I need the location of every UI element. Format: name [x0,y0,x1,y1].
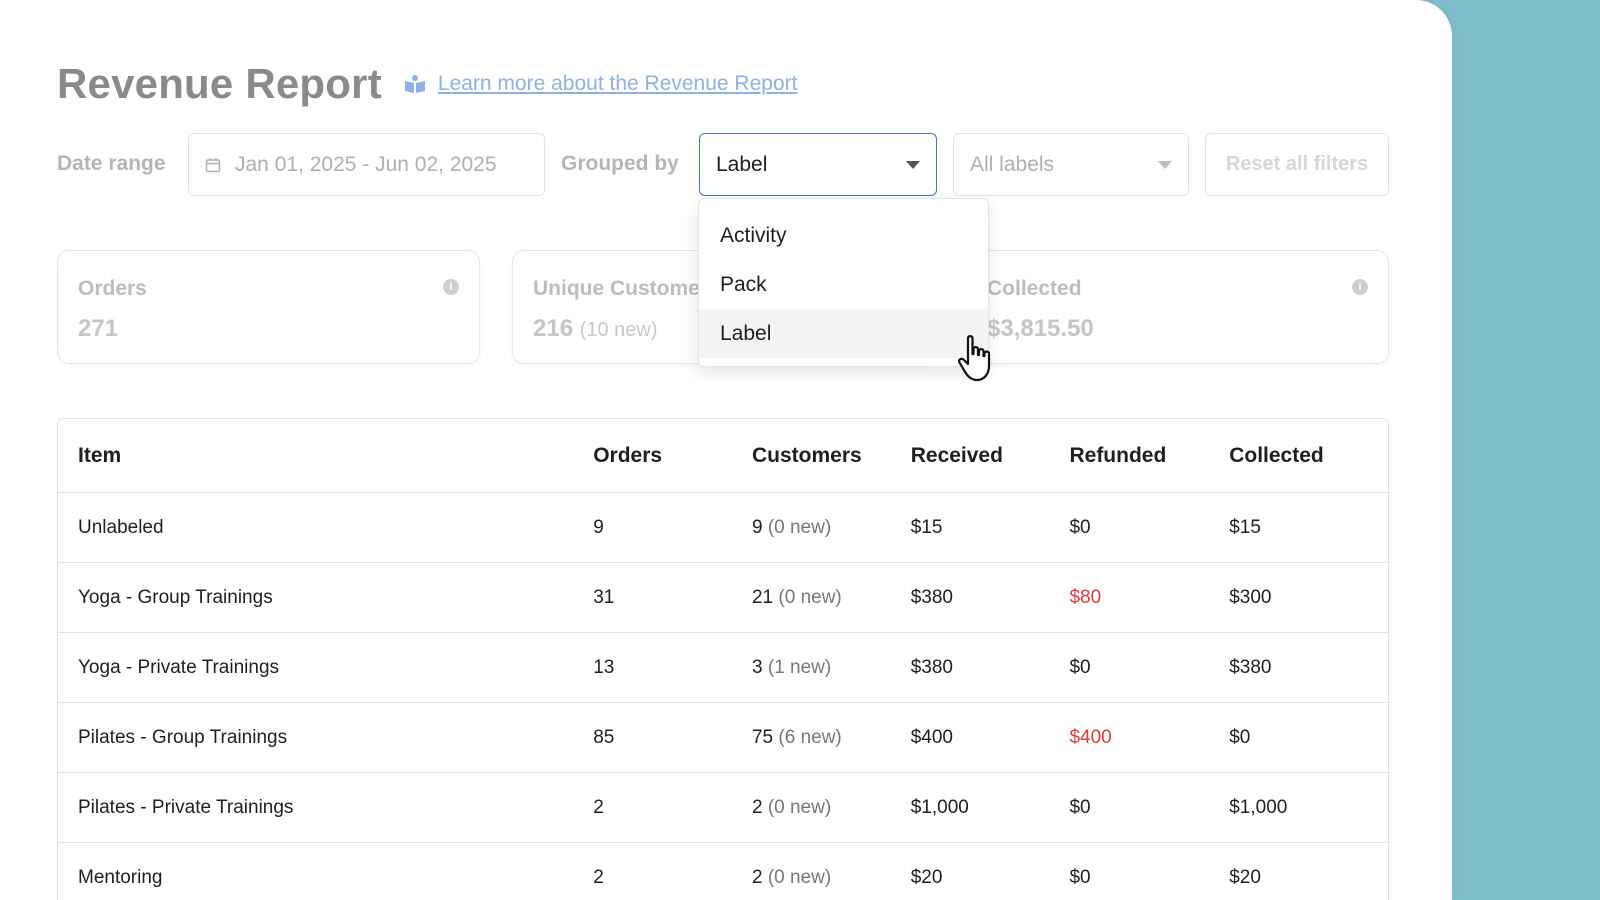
table-row[interactable]: Unlabeled 9 9 (0 new) $15 $0 $15 [58,493,1388,563]
date-range-value: Jan 01, 2025 - Jun 02, 2025 [235,152,497,176]
table-header: Item Orders Customers Received Refunded … [58,419,1388,493]
cell-orders: 2 [593,866,604,888]
cell-item: Yoga - Group Trainings [78,586,273,608]
cell-customers: 2 (0 new) [752,797,911,819]
stat-value: 216 (10 new) [533,315,658,343]
cell-orders: 85 [593,726,615,748]
cell-received: $15 [910,516,943,538]
report-card: Revenue Report Learn more about the Reve… [0,0,1452,900]
cell-customers: 3 (1 new) [752,657,911,679]
customers-count: 9 [751,516,763,538]
menu-item-activity[interactable]: Activity [720,223,787,247]
stat-label: Collected [987,277,1082,300]
grouped-by-value: Label [716,152,768,176]
calendar-icon [205,157,221,173]
cell-refunded: $0 [1069,866,1091,888]
revenue-table: Item Orders Customers Received Refunded … [57,418,1389,900]
cell-item: Pilates - Group Trainings [78,726,288,748]
cell-received: $380 [910,586,953,608]
date-range-label: Date range [57,152,166,175]
stat-label: Orders [78,277,147,300]
cell-received: $400 [910,726,953,748]
customers-new: (1 new) [767,656,832,678]
cell-refunded: $0 [1069,656,1091,678]
cell-collected: $300 [1229,586,1272,608]
labels-select[interactable]: All labels [953,133,1189,196]
cell-collected: $0 [1229,726,1251,748]
cell-refunded: $400 [1069,726,1112,748]
customers-new: (0 new) [778,586,842,608]
customers-count: 21 [751,586,774,608]
cell-customers: 21 (0 new) [752,587,911,609]
column-header-refunded[interactable]: Refunded [1069,443,1167,467]
table-row[interactable]: Pilates - Private Trainings 2 2 (0 new) … [58,773,1388,843]
info-icon[interactable]: i [1352,279,1368,295]
cell-customers: 9 (0 new) [752,517,911,539]
cell-customers: 2 (0 new) [752,867,911,889]
column-header-collected[interactable]: Collected [1229,443,1324,467]
column-header-item[interactable]: Item [78,443,122,467]
customers-new: (0 new) [767,866,832,888]
title-row: Revenue Report Learn more about the Reve… [57,60,797,108]
cell-received: $380 [910,656,953,678]
column-header-orders[interactable]: Orders [593,443,663,467]
stat-value: $3,815.50 [987,315,1094,342]
table-row[interactable]: Pilates - Group Trainings 85 75 (6 new) … [58,703,1388,773]
customers-count: 2 [751,866,763,888]
cell-collected: $1,000 [1229,796,1288,818]
customers-count: 3 [751,656,763,678]
table-row[interactable]: Yoga - Private Trainings 13 3 (1 new) $3… [58,633,1388,703]
cell-item: Mentoring [78,866,163,888]
cell-refunded: $0 [1069,516,1091,538]
side-panel [1452,0,1600,900]
table-row[interactable]: Yoga - Group Trainings 31 21 (0 new) $38… [58,563,1388,633]
table-row[interactable]: Mentoring 2 2 (0 new) $20 $0 $20 [58,843,1388,900]
cell-refunded: $80 [1069,586,1102,608]
collected-stat-card: Collected i $3,815.50 [966,250,1389,364]
grouped-by-select[interactable]: Label [699,133,937,196]
cell-collected: $15 [1229,516,1261,538]
page-title: Revenue Report [57,60,382,107]
chevron-down-icon [1158,160,1172,169]
cell-collected: $20 [1229,866,1261,888]
cell-customers: 75 (6 new) [752,727,911,749]
cell-orders: 2 [593,796,604,818]
cell-refunded: $0 [1069,796,1091,818]
customers-count: 2 [751,796,763,818]
cell-orders: 13 [593,656,615,678]
learn-more-link[interactable]: Learn more about the Revenue Report [437,72,798,95]
menu-item-label[interactable]: Label [699,309,988,358]
chevron-down-icon [906,160,920,169]
column-header-customers[interactable]: Customers [751,443,862,467]
customers-new: (0 new) [767,516,832,538]
column-header-received[interactable]: Received [910,443,1003,467]
cell-orders: 9 [593,516,604,538]
customers-new: (6 new) [778,726,842,748]
cell-orders: 31 [593,586,615,608]
customers-count: 75 [751,726,774,748]
cell-item: Pilates - Private Trainings [78,796,294,818]
labels-value: All labels [970,152,1055,176]
grouped-by-menu: Activity Pack Label [698,198,989,367]
cell-received: $1,000 [910,796,969,818]
cell-collected: $380 [1229,656,1272,678]
grouped-by-label: Grouped by [561,152,679,175]
cell-item: Unlabeled [78,516,164,538]
menu-item-pack[interactable]: Pack [720,272,767,296]
stat-value-sub: (10 new) [579,319,658,341]
orders-stat-card: Orders i 271 [57,250,480,364]
book-icon [404,73,426,95]
reset-filters-button[interactable]: Reset all filters [1205,133,1389,196]
stat-value: 271 [78,315,119,342]
date-range-picker[interactable]: Jan 01, 2025 - Jun 02, 2025 [188,133,545,196]
customers-new: (0 new) [767,796,832,818]
hand-cursor-icon [956,334,1000,389]
cell-received: $20 [910,866,943,888]
stat-value-number: 216 [533,315,574,342]
stat-label: Unique Custome [533,277,700,300]
info-icon[interactable]: i [443,279,459,295]
cell-item: Yoga - Private Trainings [78,656,280,678]
